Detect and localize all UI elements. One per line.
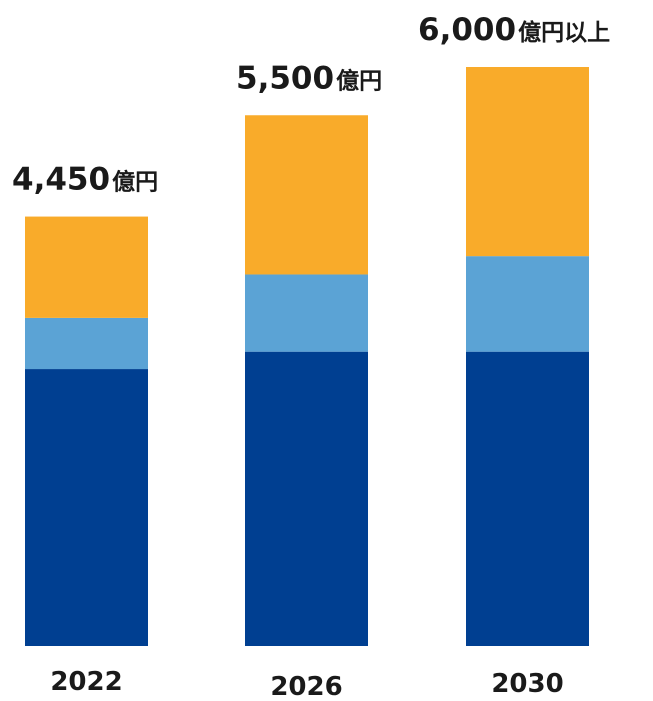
bar-segment-2026-3 [245,115,368,275]
total-number-2030: 6,000 [418,12,516,48]
total-unit-2030: 億円以上 [518,19,610,46]
total-number-2022: 4,450 [12,162,110,198]
bar-segment-2030-2 [466,256,589,352]
bar-segment-2026-2 [245,274,368,352]
bar-segment-2030-3 [466,67,589,257]
bar-segment-2022-1 [25,369,148,646]
bar-segment-2022-3 [25,216,148,318]
x-tick-label-2026: 2026 [270,672,342,701]
total-unit-2022: 億円 [112,169,158,196]
bars-layer [25,67,589,646]
bar-segment-2022-2 [25,317,148,370]
total-label-2026: 5,500億円 [236,60,382,96]
x-tick-label-2022: 2022 [50,667,122,697]
total-label-2030: 6,000億円以上 [418,12,610,48]
x-tick-label-2030: 2030 [491,669,563,699]
bar-segment-2026-1 [245,351,368,646]
bar-segment-2030-1 [466,351,589,646]
total-number-2026: 5,500 [236,60,334,96]
total-unit-2026: 億円 [336,67,382,94]
total-label-2022: 4,450億円 [12,162,158,198]
